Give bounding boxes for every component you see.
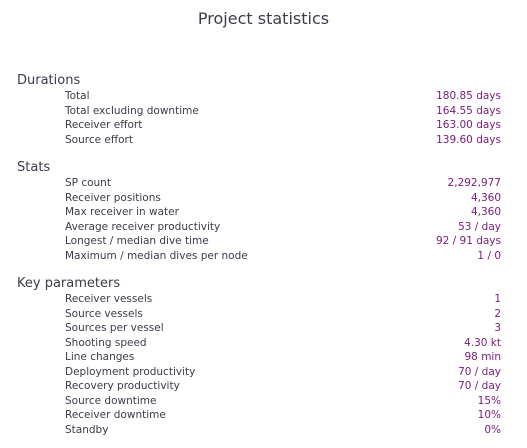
stat-label: Standby: [65, 423, 109, 436]
stat-value: 163.00 days: [436, 119, 501, 131]
stat-value: 92 / 91 days: [435, 235, 501, 247]
stat-value: 70 / day: [458, 365, 501, 378]
stat-value: 4,360: [470, 206, 501, 218]
stat-value: 2,292,977: [447, 177, 501, 189]
stat-value: 139.60 days: [436, 133, 501, 146]
stat-label: Source downtime: [65, 394, 157, 407]
stat-label: Sources per vessel: [65, 322, 164, 334]
stat-value: 1: [494, 293, 501, 305]
section-heading: Stats: [17, 160, 51, 175]
stat-label: SP count: [65, 177, 111, 189]
stat-value: 164.55 days: [436, 104, 501, 117]
stat-value: 4,360: [470, 191, 501, 204]
stat-label: Average receiver productivity: [65, 220, 221, 233]
stat-label: Line changes: [65, 351, 135, 363]
stat-value: 98 min: [464, 351, 502, 363]
stat-label: Longest / median dive time: [65, 235, 209, 247]
stat-value: 15%: [477, 394, 501, 407]
stat-label: Maximum / median dives per node: [65, 249, 248, 262]
stat-label: Max receiver in water: [65, 206, 179, 218]
stat-label: Source vessels: [65, 307, 143, 320]
stat-value: 1 / 0: [477, 249, 501, 262]
section-heading: Durations: [17, 73, 81, 88]
stat-value: 2: [494, 307, 501, 320]
stat-label: Receiver vessels: [65, 293, 153, 305]
stat-value: 3: [494, 322, 501, 334]
stat-label: Source effort: [65, 133, 133, 146]
title: Project statistics: [197, 9, 330, 28]
stat-label: Total: [65, 90, 90, 102]
stat-label: Recovery productivity: [65, 380, 180, 392]
stat-value: 180.85 days: [436, 90, 501, 102]
stat-label: Receiver downtime: [65, 409, 166, 421]
stat-label: Total excluding downtime: [65, 104, 199, 117]
stat-label: Receiver effort: [65, 119, 143, 131]
stat-value: 70 / day: [458, 380, 501, 392]
section-heading: Key parameters: [17, 276, 121, 291]
stat-value: 4.30 kt: [464, 336, 501, 349]
stat-label: Shooting speed: [65, 336, 147, 349]
stat-value: 0%: [484, 423, 501, 436]
stat-value: 10%: [477, 409, 501, 421]
stat-label: Deployment productivity: [65, 365, 196, 378]
stat-value: 53 / day: [458, 220, 501, 233]
stat-label: Receiver positions: [65, 191, 161, 204]
